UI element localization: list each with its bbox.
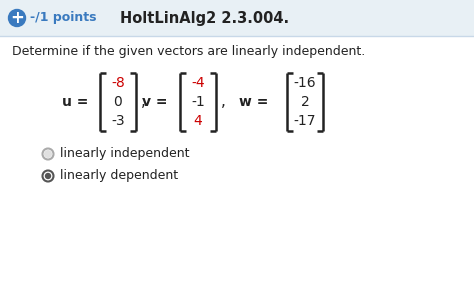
Text: ,: , — [221, 95, 226, 110]
Text: -16: -16 — [294, 76, 316, 90]
Text: 0: 0 — [114, 95, 122, 109]
Text: linearly independent: linearly independent — [60, 147, 190, 160]
Text: -3: -3 — [111, 114, 125, 128]
Text: linearly dependent: linearly dependent — [60, 170, 178, 183]
Text: -17: -17 — [294, 114, 316, 128]
Text: w =: w = — [238, 95, 268, 109]
Text: u =: u = — [62, 95, 88, 109]
Bar — [0, 0, 474, 36]
Text: v =: v = — [143, 95, 168, 109]
Text: -4: -4 — [191, 76, 205, 90]
Circle shape — [44, 150, 52, 158]
Text: -8: -8 — [111, 76, 125, 90]
Circle shape — [45, 173, 51, 179]
Text: Determine if the given vectors are linearly independent.: Determine if the given vectors are linea… — [12, 45, 365, 59]
Text: -/1 points: -/1 points — [30, 11, 97, 24]
Text: 2: 2 — [301, 95, 310, 109]
Text: +: + — [10, 9, 24, 27]
Text: ,: , — [141, 95, 146, 110]
Circle shape — [9, 9, 26, 26]
Text: -1: -1 — [191, 95, 205, 109]
Text: 4: 4 — [193, 114, 202, 128]
Text: HoltLinAlg2 2.3.004.: HoltLinAlg2 2.3.004. — [120, 11, 289, 26]
